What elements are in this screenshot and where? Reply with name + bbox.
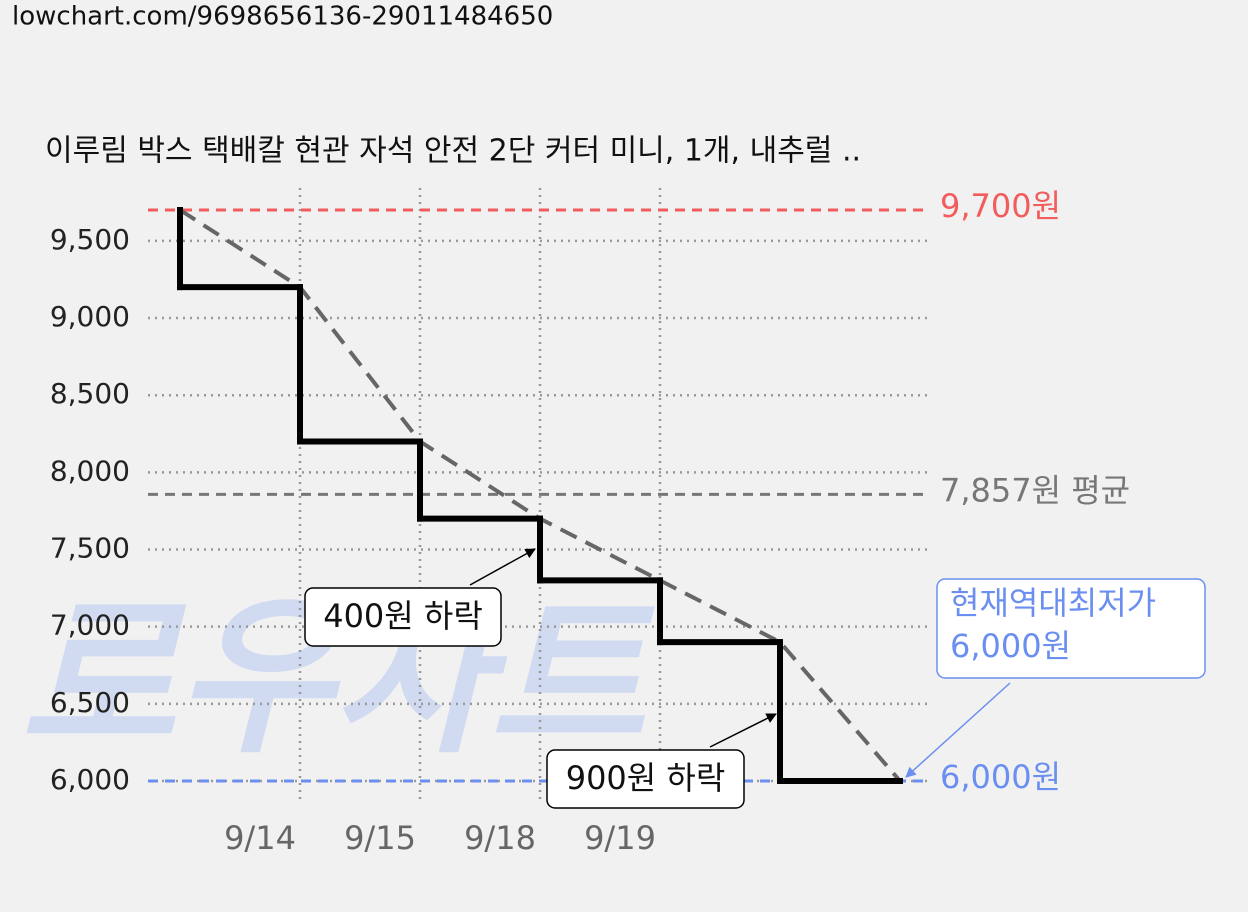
y-tick-label: 8,000	[50, 454, 130, 487]
x-tick-label: 9/15	[344, 819, 416, 857]
y-tick-label: 6,000	[50, 763, 130, 796]
y-tick-label: 8,500	[50, 377, 130, 410]
y-tick-label: 9,000	[50, 300, 130, 333]
x-tick-label: 9/18	[464, 819, 536, 857]
chart-title: 이루림 박스 택배칼 현관 자석 안전 2단 커터 미니, 1개, 내추럴 ..	[45, 134, 861, 169]
x-tick-label: 9/19	[584, 819, 656, 857]
annotation-text: 400원 하락	[323, 597, 483, 635]
annotation-arrow	[905, 682, 1011, 778]
annotation-box	[304, 587, 502, 647]
annotation-box	[936, 578, 1206, 679]
annotation-text: 900원 하락	[566, 759, 726, 797]
reference-label: 7,857원 평균	[940, 471, 1130, 509]
annotation-text: 현재역대최저가	[950, 584, 1156, 622]
url: lowchart.com/9698656136-29011484650	[12, 2, 553, 32]
annotation-arrow	[469, 548, 536, 586]
annotation-box	[546, 749, 745, 809]
y-tick-label: 7,000	[50, 609, 130, 642]
y-tick-label: 6,500	[50, 686, 130, 719]
annotation-arrow	[709, 713, 777, 748]
y-tick-label: 7,500	[50, 532, 130, 565]
y-tick-label: 9,500	[50, 223, 130, 256]
reference-label: 9,700원	[940, 187, 1061, 225]
x-tick-label: 9/14	[224, 819, 296, 857]
reference-label: 6,000원	[940, 758, 1061, 796]
annotation-text: 6,000원	[950, 627, 1071, 665]
